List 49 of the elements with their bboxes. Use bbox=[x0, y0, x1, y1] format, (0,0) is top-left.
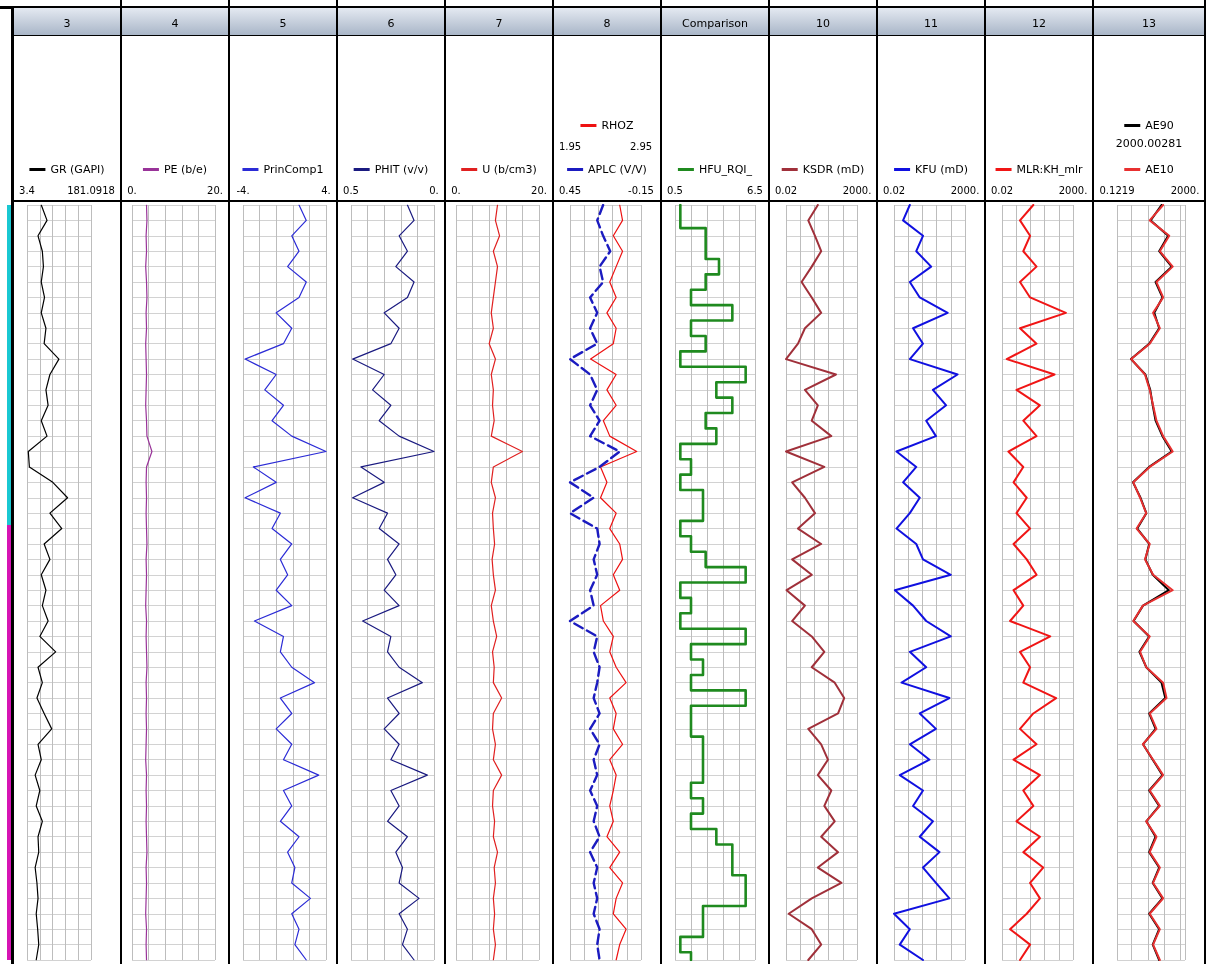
legend-label: KSDR (mD) bbox=[802, 163, 865, 176]
text: 2000.00281 bbox=[1115, 137, 1183, 150]
x-tick-label: 4. bbox=[321, 184, 331, 196]
x-tick-label: 2.95 bbox=[629, 140, 653, 152]
chart-title: 8 bbox=[603, 17, 611, 30]
chart-title: 10 bbox=[816, 17, 830, 30]
chart-title: 4 bbox=[171, 17, 179, 30]
chart-title: 13 bbox=[1142, 17, 1156, 30]
x-tick-label: 20. bbox=[531, 184, 547, 196]
legend-label: PHIT (v/v) bbox=[374, 163, 429, 176]
x-tick-label: 2000. bbox=[950, 184, 980, 196]
chart-title: 6 bbox=[387, 17, 395, 30]
legend-label: HFU_RQI_ bbox=[698, 163, 753, 176]
legend-label: U (b/cm3) bbox=[482, 163, 537, 176]
x-tick-label: 0. bbox=[429, 184, 439, 196]
chart-title: Comparison bbox=[682, 17, 748, 30]
x-tick-label: 6.5 bbox=[747, 184, 763, 196]
x-tick-label: 2000. bbox=[842, 184, 872, 196]
x-tick-label: -4. bbox=[236, 184, 250, 196]
x-tick-label: 0. bbox=[451, 184, 461, 196]
x-tick-label: 0.02 bbox=[990, 184, 1014, 196]
x2-tick-label: -0.15 bbox=[628, 184, 654, 196]
x-tick-label: 0.02 bbox=[774, 184, 798, 196]
legend-label: PrinComp1 bbox=[263, 163, 324, 176]
x-tick-label: 2000. bbox=[1058, 184, 1088, 196]
x-tick-label: 2000. bbox=[1170, 184, 1200, 196]
legend-label: PE (b/e) bbox=[163, 163, 208, 176]
legend-label: GR (GAPI) bbox=[50, 163, 105, 176]
x2-tick-label: 0.45 bbox=[558, 184, 582, 196]
legend-label: KFU (mD) bbox=[915, 163, 968, 176]
x-tick-label: 0.02 bbox=[882, 184, 906, 196]
x-tick-label: 0. bbox=[127, 184, 137, 196]
x-tick-label: 181.0918 bbox=[67, 184, 115, 196]
chart-title: 3 bbox=[63, 17, 71, 30]
chart-title: 7 bbox=[495, 17, 503, 30]
chart-title: 11 bbox=[924, 17, 938, 30]
x-tick-label: 3.4 bbox=[19, 184, 35, 196]
chart-title: 12 bbox=[1032, 17, 1046, 30]
x-tick-label: 20. bbox=[207, 184, 223, 196]
x-tick-label: 0.1219 bbox=[1099, 184, 1135, 196]
x-tick-label: 0.5 bbox=[667, 184, 683, 196]
x-tick-label: 0.5 bbox=[343, 184, 359, 196]
legend-label: MLR:KH_mlr bbox=[1016, 163, 1083, 176]
legend-label: AE90 bbox=[1145, 119, 1174, 132]
legend-label: APLC (V/V) bbox=[588, 163, 647, 176]
legend-label: AE10 bbox=[1145, 163, 1174, 176]
chart-title: 5 bbox=[279, 17, 287, 30]
x-tick-label: 1.95 bbox=[558, 140, 582, 152]
legend-label: RHOZ bbox=[601, 119, 635, 132]
